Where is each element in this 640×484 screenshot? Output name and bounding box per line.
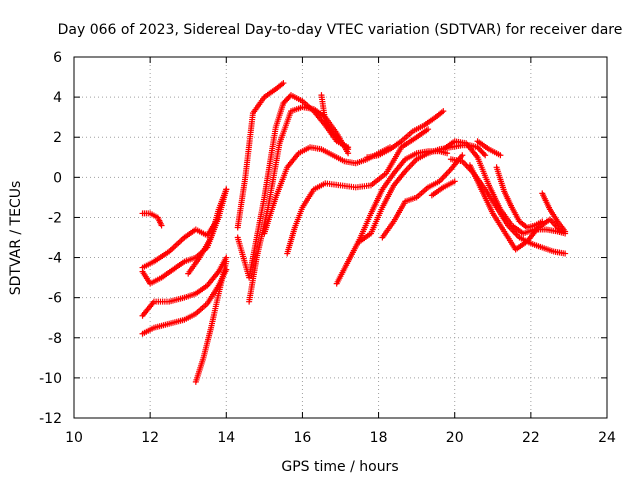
x-tick-label: 12 (141, 430, 159, 446)
series-arc-06 (192, 258, 230, 385)
y-tick-label: -2 (48, 210, 62, 226)
series-arc-11 (318, 92, 352, 153)
data-point (444, 150, 451, 157)
y-tick-label: 6 (53, 50, 62, 66)
series-arc-18 (428, 178, 458, 199)
data-points (139, 80, 569, 385)
y-tick-label: -8 (48, 331, 62, 347)
data-point (440, 108, 447, 115)
x-tick-label: 16 (294, 430, 312, 446)
grid (74, 57, 607, 418)
series-arc-23 (493, 164, 546, 231)
series-arc-04 (139, 254, 230, 319)
series-arc-21 (466, 162, 565, 253)
data-point (562, 250, 569, 257)
x-tick-labels: 10 12 14 16 18 20 22 24 (65, 430, 616, 446)
x-tick-label: 14 (217, 430, 235, 446)
data-point (425, 126, 432, 133)
x-tick-label: 20 (446, 430, 464, 446)
axis-ticks (73, 56, 608, 419)
plot-frame (73, 56, 608, 419)
chart-title: Day 066 of 2023, Sidereal Day-to-day VTE… (58, 22, 623, 38)
y-tick-labels: -12 -10 -8 -6 -4 -2 0 2 4 6 (39, 50, 62, 427)
series-arc-16 (356, 142, 489, 245)
x-tick-label: 10 (65, 430, 83, 446)
series-arc-24 (539, 190, 569, 235)
x-tick-label: 22 (522, 430, 540, 446)
series-arc-01 (139, 210, 165, 229)
series-arc-22 (474, 138, 504, 159)
series-arc-17 (379, 152, 466, 241)
data-point (459, 152, 466, 159)
data-point (539, 218, 546, 225)
series-arc-08 (234, 80, 287, 231)
series-arc-13 (284, 126, 432, 257)
data-point (345, 146, 352, 153)
y-tick-label: -10 (39, 371, 62, 387)
y-tick-label: -6 (48, 291, 62, 307)
data-point (280, 80, 287, 87)
x-axis-label: GPS time / hours (281, 459, 398, 475)
y-axis-label: SDTVAR / TECUs (8, 181, 24, 296)
data-point (480, 150, 487, 157)
series-arc-15 (364, 108, 447, 161)
data-point (223, 186, 230, 193)
y-tick-label: -4 (48, 251, 62, 267)
data-point (562, 228, 569, 235)
data-point (158, 222, 165, 229)
x-tick-label: 24 (598, 430, 616, 446)
data-point (451, 178, 458, 185)
data-point (223, 258, 230, 265)
y-tick-label: 2 (53, 130, 62, 146)
y-tick-label: 4 (53, 90, 62, 106)
x-tick-label: 18 (370, 430, 388, 446)
data-point (497, 152, 504, 159)
data-point (482, 152, 489, 159)
series-arc-07 (185, 186, 230, 277)
y-tick-label: -12 (39, 411, 62, 427)
data-point (343, 144, 350, 151)
y-tick-label: 0 (53, 170, 62, 186)
series-arc-14 (333, 148, 451, 287)
